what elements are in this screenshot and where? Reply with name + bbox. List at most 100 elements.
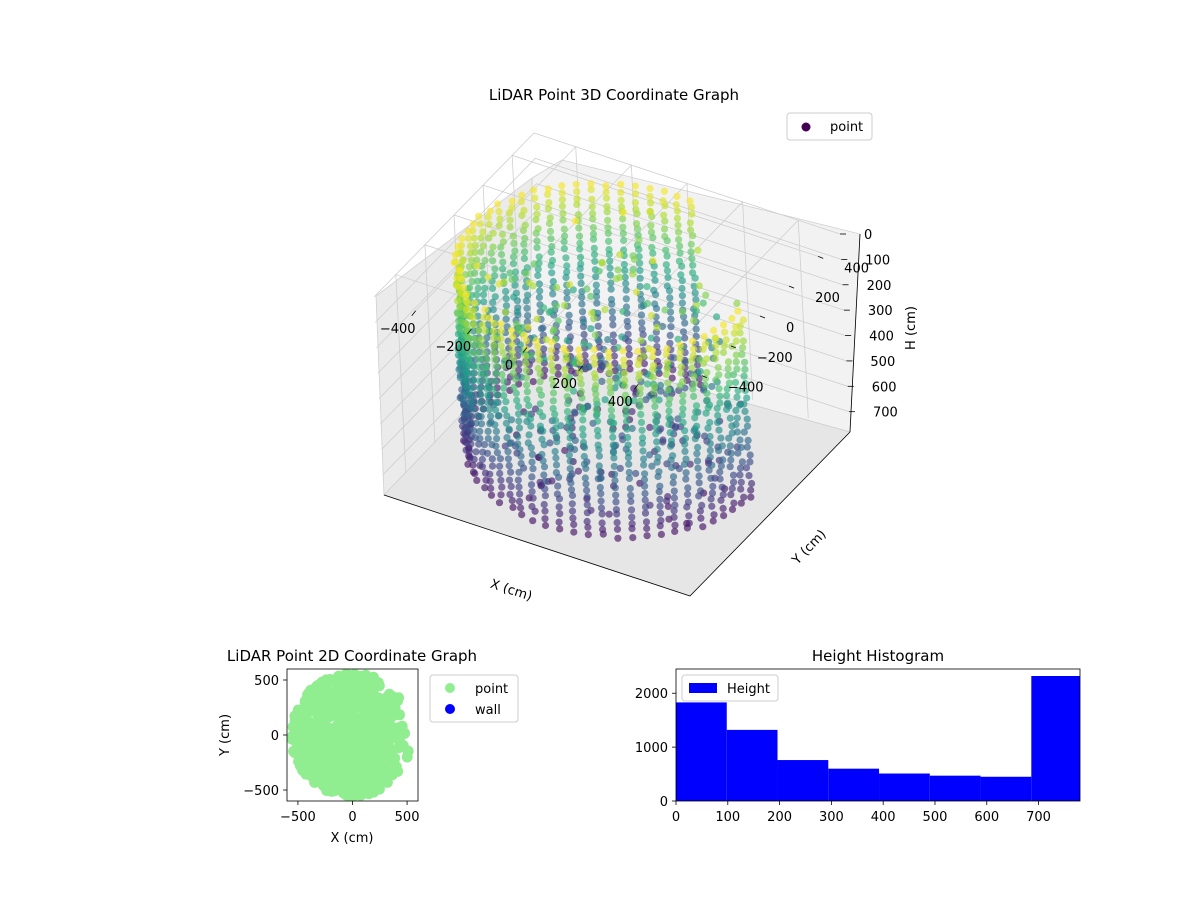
legend-2d-wall-marker xyxy=(445,704,455,714)
cloud-point xyxy=(636,384,644,393)
cloud-point xyxy=(745,472,753,480)
cloud-point xyxy=(545,199,553,207)
cloud-point xyxy=(666,301,674,309)
cloud-point xyxy=(577,380,585,388)
cloud-point xyxy=(607,285,615,293)
cloud-point xyxy=(563,268,571,276)
cloud-point xyxy=(522,270,530,278)
cloud-point xyxy=(589,209,597,218)
cloud-point xyxy=(685,519,693,527)
cloud-point xyxy=(463,306,471,314)
cloud-point xyxy=(652,423,660,431)
cloud-point xyxy=(689,351,697,359)
cloud-point xyxy=(517,452,525,460)
cloud-point xyxy=(547,235,555,243)
cloud-point xyxy=(647,199,655,207)
cloud-point xyxy=(652,417,660,425)
cloud-point xyxy=(497,327,505,335)
point-2d xyxy=(348,771,360,783)
cloud-point xyxy=(606,264,614,272)
cloud-point xyxy=(562,254,570,262)
cloud-point xyxy=(492,442,500,450)
cloud-point xyxy=(694,464,702,472)
cloud-point xyxy=(506,223,514,231)
cloud-point xyxy=(592,396,601,404)
cloud-point xyxy=(566,281,574,289)
cloud-point xyxy=(663,365,671,373)
cloud-point xyxy=(666,308,675,316)
cloud-point xyxy=(689,345,698,353)
cloud-point xyxy=(643,283,651,291)
cloud-point xyxy=(673,214,682,222)
cloud-point xyxy=(742,464,751,472)
cloud-point xyxy=(700,332,708,341)
cloud-point xyxy=(691,289,699,297)
cloud-point xyxy=(593,299,601,307)
cloud-point xyxy=(738,350,746,358)
cloud-point xyxy=(598,519,606,527)
cloud-point xyxy=(576,368,584,376)
cloud-point xyxy=(628,408,636,416)
cloud-point xyxy=(637,418,646,426)
cloud-point xyxy=(636,282,644,291)
cloud-point xyxy=(712,334,720,343)
cloud-point xyxy=(743,394,751,402)
cloud-point xyxy=(514,440,522,448)
cloud-point xyxy=(527,481,536,489)
cloud-point xyxy=(506,269,514,277)
cloud-point xyxy=(588,309,596,317)
z-tick-label-3d: 400 xyxy=(869,330,894,345)
cloud-point xyxy=(508,348,516,356)
point-2d xyxy=(383,688,395,700)
cloud-point xyxy=(653,323,661,331)
cloud-point xyxy=(485,220,493,228)
cloud-point xyxy=(669,479,677,487)
cloud-point xyxy=(695,479,703,487)
cloud-point xyxy=(632,288,641,296)
cloud-point xyxy=(730,329,739,337)
cloud-point xyxy=(697,487,705,495)
ticks-3d: −400 −200 0 200 400 −400 −200 0 200 400 0 100 200 300… xyxy=(380,228,898,421)
cloud-point xyxy=(488,284,497,292)
cloud-point xyxy=(607,279,615,287)
cloud-point xyxy=(636,274,644,282)
cloud-point xyxy=(472,448,480,456)
cloud-point xyxy=(482,363,490,371)
cloud-point xyxy=(726,442,734,450)
cloud-point xyxy=(636,403,644,411)
cloud-point xyxy=(661,217,669,225)
point-2d xyxy=(296,743,308,755)
cloud-point xyxy=(732,406,740,415)
cloud-point xyxy=(514,476,522,484)
cloud-point xyxy=(595,452,604,460)
cloud-point xyxy=(661,232,669,241)
cloud-point xyxy=(736,401,744,409)
cloud-point xyxy=(698,501,706,509)
cloud-point xyxy=(716,399,724,407)
x-axis-label-3d: X (cm) xyxy=(488,577,534,605)
cloud-point xyxy=(660,225,669,233)
cloud-point xyxy=(525,431,533,439)
cloud-point xyxy=(554,482,562,490)
cloud-point xyxy=(732,378,740,387)
cloud-point xyxy=(523,264,531,272)
cloud-point xyxy=(597,355,605,363)
cloud-point xyxy=(477,420,486,428)
histogram-bar xyxy=(777,760,829,801)
cloud-point xyxy=(551,447,559,456)
cloud-point xyxy=(626,365,634,373)
cloud-point xyxy=(576,374,584,383)
cloud-point xyxy=(454,310,462,318)
grid-line-z xyxy=(374,157,842,323)
cloud-point xyxy=(491,272,499,280)
cloud-point xyxy=(688,364,696,372)
cloud-point xyxy=(658,322,667,331)
cloud-point xyxy=(535,253,543,261)
cloud-point xyxy=(510,293,518,301)
cloud-point xyxy=(568,507,577,515)
cloud-point xyxy=(558,196,567,204)
cloud-point xyxy=(466,348,475,356)
cloud-point xyxy=(555,503,563,511)
cloud-point xyxy=(479,242,487,250)
cloud-point xyxy=(659,197,667,205)
